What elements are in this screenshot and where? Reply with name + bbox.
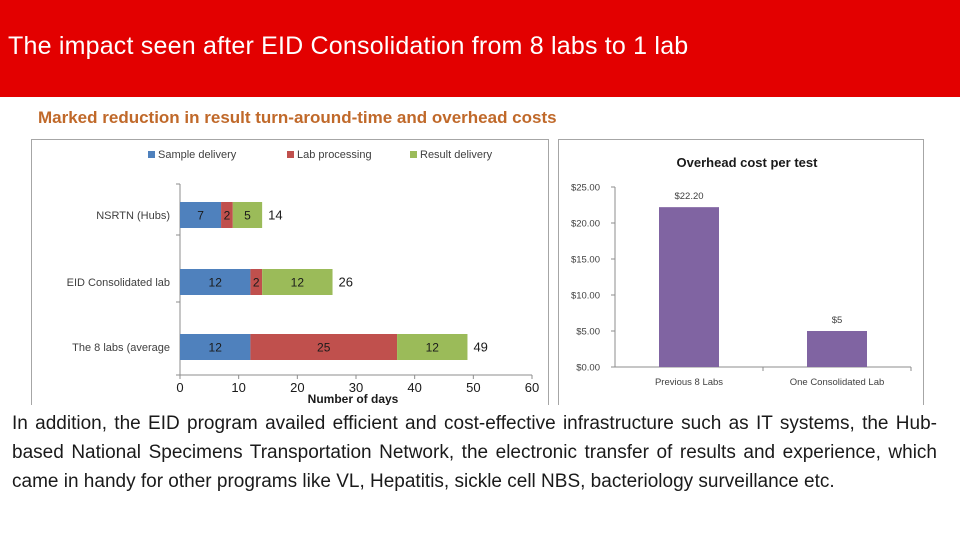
x-tick-label-1: 10 [231, 380, 245, 395]
x-tick-label-0: 0 [176, 380, 183, 395]
category-label-3: The 8 labs (average [72, 342, 170, 354]
x-axis-title: Number of days [308, 392, 399, 406]
segment-label-2-2: 2 [253, 276, 260, 290]
segment-label-3-3: 12 [426, 341, 440, 355]
overhead-cost-chart-svg: Overhead cost per test $0.00 $5.00 $10.00 $1… [571, 155, 912, 388]
y-tick-label-5: $25.00 [571, 183, 600, 194]
bar-segment-3-2 [250, 334, 398, 360]
y-tick-label-3: $15.00 [571, 255, 600, 266]
bar-2 [807, 331, 867, 367]
total-label-1: 14 [268, 208, 282, 223]
bar-value-label-1: $22.20 [674, 191, 703, 202]
total-label-2: 26 [339, 275, 353, 290]
segment-label-3-1: 12 [209, 341, 223, 355]
legend-swatch-3 [410, 151, 417, 158]
overhead-cost-chart: Overhead cost per test $0.00 $5.00 $10.00 $1… [558, 139, 924, 411]
segment-label-2-3: 12 [291, 276, 305, 290]
segment-label-3-2: 25 [317, 341, 331, 355]
x-tick-label-4: 40 [407, 380, 421, 395]
y-tick-label-2: $10.00 [571, 291, 600, 302]
bar-1 [659, 207, 719, 367]
legend-swatch-2 [287, 151, 294, 158]
slide-title: The impact seen after EID Consolidation … [8, 32, 689, 60]
chart-title: Overhead cost per test [677, 155, 819, 170]
bar-segment-1-1 [180, 202, 222, 228]
legend-label-2: Lab processing [297, 149, 372, 161]
category-label-1: NSRTN (Hubs) [96, 210, 170, 222]
x-tick-label-3: 30 [349, 380, 363, 395]
category-label-1: Previous 8 Labs [655, 377, 723, 388]
title-bar: The impact seen after EID Consolidation … [0, 0, 960, 97]
x-tick-label-5: 50 [466, 380, 480, 395]
category-label-2: One Consolidated Lab [790, 377, 885, 388]
bar-segment-2-2 [250, 269, 263, 295]
body-paragraph: In addition, the EID program availed eff… [12, 413, 937, 492]
segment-label-1-1: 7 [197, 209, 204, 223]
bar-segment-3-1 [180, 334, 251, 360]
segment-label-2-1: 12 [209, 276, 223, 290]
legend-swatch-1 [148, 151, 155, 158]
bar-segment-2-1 [180, 269, 251, 295]
text-area-background [0, 405, 960, 540]
bar-segment-3-3 [397, 334, 468, 360]
bar-value-label-2: $5 [832, 315, 843, 326]
legend-label-1: Sample delivery [158, 149, 237, 161]
slide-subtitle: Marked reduction in result turn-around-t… [38, 108, 557, 127]
category-label-2: EID Consolidated lab [67, 277, 170, 289]
turnaround-chart-svg: Sample delivery Lab processing Result deli… [67, 149, 540, 406]
bar-segment-1-2 [221, 202, 233, 228]
bar-segment-2-3 [262, 269, 333, 295]
x-tick-label-2: 20 [290, 380, 304, 395]
turnaround-chart: Sample delivery Lab processing Result deli… [31, 139, 549, 411]
x-tick-label-6: 60 [525, 380, 539, 395]
segment-label-1-3: 5 [244, 209, 251, 223]
bar-segment-1-3 [232, 202, 263, 228]
segment-label-1-2: 2 [224, 209, 231, 223]
y-tick-label-0: $0.00 [576, 363, 600, 374]
total-label-3: 49 [473, 340, 487, 355]
y-tick-label-1: $5.00 [576, 327, 600, 338]
y-tick-label-4: $20.00 [571, 219, 600, 230]
legend-label-3: Result delivery [420, 149, 493, 161]
